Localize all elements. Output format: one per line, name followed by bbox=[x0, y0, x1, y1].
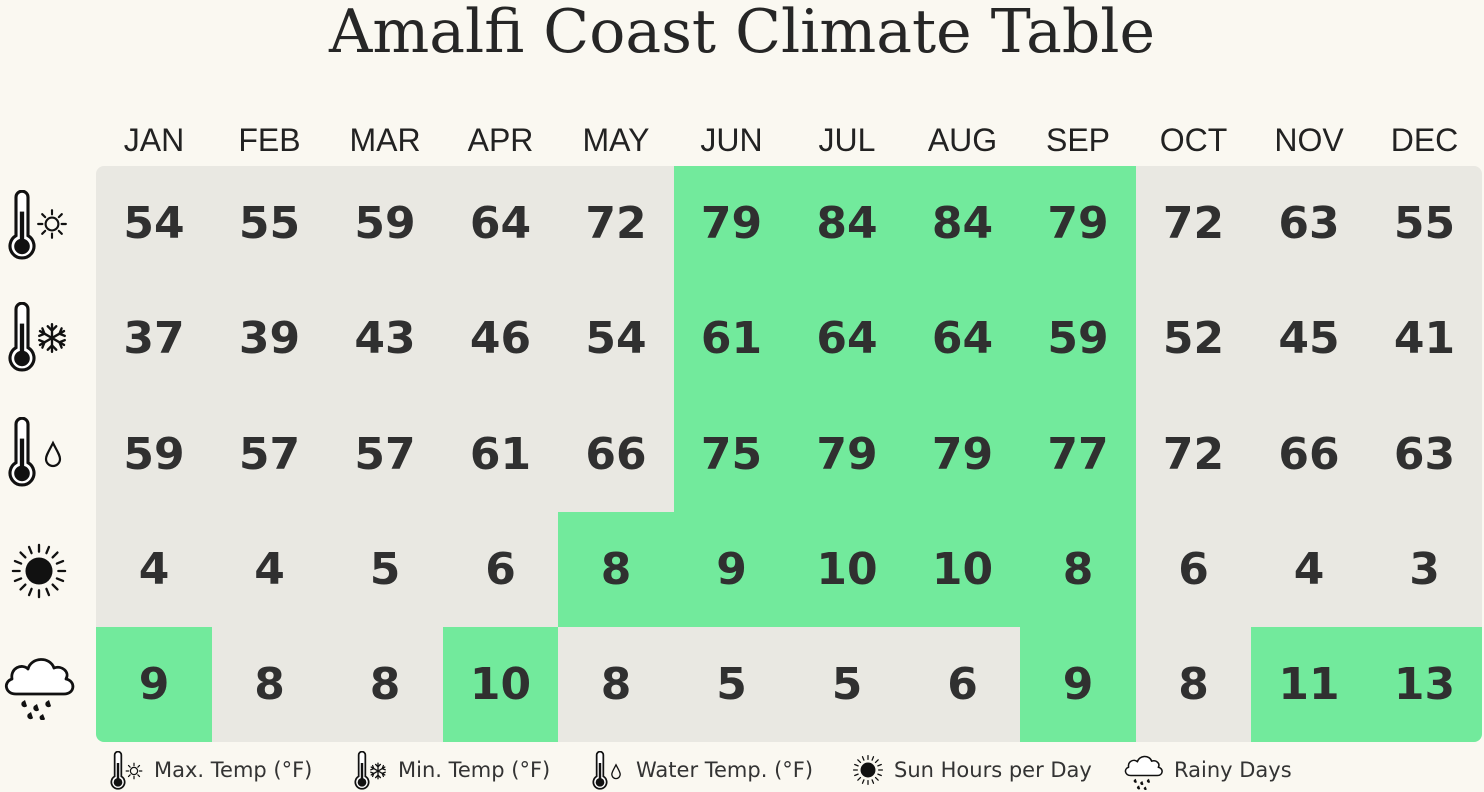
max-temp-cell-mar: 59 bbox=[327, 166, 443, 281]
max-temp-cell-nov: 63 bbox=[1251, 166, 1367, 281]
rainy-days-cell-apr: 10 bbox=[443, 627, 558, 742]
rainy-days-cell-jun: 5 bbox=[674, 627, 789, 742]
rainy-days-cell-feb: 8 bbox=[212, 627, 327, 742]
max-temp-cell-feb: 55 bbox=[212, 166, 327, 281]
legend-label: Max. Temp (°F) bbox=[154, 758, 313, 782]
water-temp-cell-nov: 66 bbox=[1251, 396, 1367, 512]
rain-cloud-icon bbox=[1124, 755, 1163, 790]
sun-hours-cell-mar: 5 bbox=[327, 512, 443, 627]
month-header-may: MAY bbox=[582, 122, 650, 158]
rainy-days-cell-aug: 6 bbox=[905, 627, 1020, 742]
water-temp-cell-feb: 57 bbox=[212, 396, 327, 512]
water-temp-cell-aug: 79 bbox=[905, 396, 1020, 512]
max-temp-cell-aug: 84 bbox=[905, 166, 1020, 281]
month-header-jul: JUL bbox=[818, 122, 876, 158]
rainy-days-cell-oct: 8 bbox=[1136, 627, 1251, 742]
min-temp-cell-jan: 37 bbox=[96, 281, 212, 396]
water-temp-cell-dec: 63 bbox=[1367, 396, 1482, 512]
month-header-apr: APR bbox=[467, 122, 534, 158]
legend-label: Water Temp. (°F) bbox=[636, 758, 814, 782]
thermometer-drop-icon bbox=[592, 751, 622, 790]
min-temp-cell-mar: 43 bbox=[327, 281, 443, 396]
sun-hours-cell-apr: 6 bbox=[443, 512, 558, 627]
water-temp-icon bbox=[0, 401, 90, 501]
max-temp-cell-jan: 54 bbox=[96, 166, 212, 281]
sun-hours-icon bbox=[0, 519, 90, 619]
sun-hours-cell-jun: 9 bbox=[674, 512, 789, 627]
page-title: Amalfi Coast Climate Table bbox=[329, 0, 1155, 67]
min-temp-cell-feb: 39 bbox=[212, 281, 327, 396]
max-temp-icon bbox=[0, 170, 90, 270]
min-temp-cell-aug: 64 bbox=[905, 281, 1020, 396]
thermometer-snowflake-icon bbox=[354, 751, 386, 790]
water-temp-cell-oct: 72 bbox=[1136, 396, 1251, 512]
max-temp-cell-jul: 84 bbox=[789, 166, 905, 281]
water-temp-cell-mar: 57 bbox=[327, 396, 443, 512]
month-header-feb: FEB bbox=[238, 122, 301, 158]
month-header-nov: NOV bbox=[1274, 122, 1344, 158]
month-header-jan: JAN bbox=[123, 122, 185, 158]
legend-water-temp: Water Temp. (°F) bbox=[588, 748, 813, 792]
water-temp-cell-jun: 75 bbox=[674, 396, 789, 512]
min-temp-cell-jun: 61 bbox=[674, 281, 789, 396]
min-temp-cell-apr: 46 bbox=[443, 281, 558, 396]
sun-hours-cell-nov: 4 bbox=[1251, 512, 1367, 627]
rainy-days-cell-mar: 8 bbox=[327, 627, 443, 742]
rainy-days-cell-jul: 5 bbox=[789, 627, 905, 742]
max-temp-cell-oct: 72 bbox=[1136, 166, 1251, 281]
water-temp-cell-jan: 59 bbox=[96, 396, 212, 512]
min-temp-cell-jul: 64 bbox=[789, 281, 905, 396]
legend-sun-hours: Sun Hours per Day bbox=[850, 748, 1092, 792]
legend-max-temp: Max. Temp (°F) bbox=[106, 748, 312, 792]
sun-hours-cell-sep: 8 bbox=[1020, 512, 1136, 627]
month-header-jun: JUN bbox=[700, 122, 763, 158]
month-header-sep: SEP bbox=[1045, 122, 1111, 158]
rainy-days-cell-nov: 11 bbox=[1251, 627, 1367, 742]
water-temp-cell-jul: 79 bbox=[789, 396, 905, 512]
rainy-days-cell-may: 8 bbox=[558, 627, 674, 742]
min-temp-cell-may: 54 bbox=[558, 281, 674, 396]
month-header-mar: MAR bbox=[349, 122, 421, 158]
min-temp-cell-oct: 52 bbox=[1136, 281, 1251, 396]
water-temp-cell-may: 66 bbox=[558, 396, 674, 512]
thermometer-sun-icon bbox=[110, 751, 143, 790]
max-temp-cell-apr: 64 bbox=[443, 166, 558, 281]
rainy-days-cell-jan: 9 bbox=[96, 627, 212, 742]
sun-hours-cell-may: 8 bbox=[558, 512, 674, 627]
legend-label: Rainy Days bbox=[1174, 758, 1292, 782]
sun-hours-cell-jul: 10 bbox=[789, 512, 905, 627]
legend-rainy-days: Rainy Days bbox=[1122, 748, 1292, 792]
max-temp-cell-sep: 79 bbox=[1020, 166, 1136, 281]
sun-hours-cell-aug: 10 bbox=[905, 512, 1020, 627]
sun-icon bbox=[852, 754, 884, 786]
rainy-days-cell-dec: 13 bbox=[1367, 627, 1482, 742]
water-temp-cell-apr: 61 bbox=[443, 396, 558, 512]
sun-hours-cell-feb: 4 bbox=[212, 512, 327, 627]
min-temp-cell-dec: 41 bbox=[1367, 281, 1482, 396]
min-temp-cell-sep: 59 bbox=[1020, 281, 1136, 396]
month-header-dec: DEC bbox=[1390, 122, 1459, 158]
month-header-aug: AUG bbox=[927, 122, 998, 158]
sun-hours-cell-jan: 4 bbox=[96, 512, 212, 627]
month-header-oct: OCT bbox=[1159, 122, 1228, 158]
min-temp-cell-nov: 45 bbox=[1251, 281, 1367, 396]
legend-label: Min. Temp (°F) bbox=[398, 758, 551, 782]
max-temp-cell-may: 72 bbox=[558, 166, 674, 281]
max-temp-cell-dec: 55 bbox=[1367, 166, 1482, 281]
rainy-days-icon bbox=[0, 634, 90, 734]
water-temp-cell-sep: 77 bbox=[1020, 396, 1136, 512]
sun-hours-cell-dec: 3 bbox=[1367, 512, 1482, 627]
max-temp-cell-jun: 79 bbox=[674, 166, 789, 281]
min-temp-icon bbox=[0, 286, 90, 386]
legend-label: Sun Hours per Day bbox=[894, 758, 1092, 782]
legend-min-temp: Min. Temp (°F) bbox=[350, 748, 550, 792]
sun-hours-cell-oct: 6 bbox=[1136, 512, 1251, 627]
rainy-days-cell-sep: 9 bbox=[1020, 627, 1136, 742]
